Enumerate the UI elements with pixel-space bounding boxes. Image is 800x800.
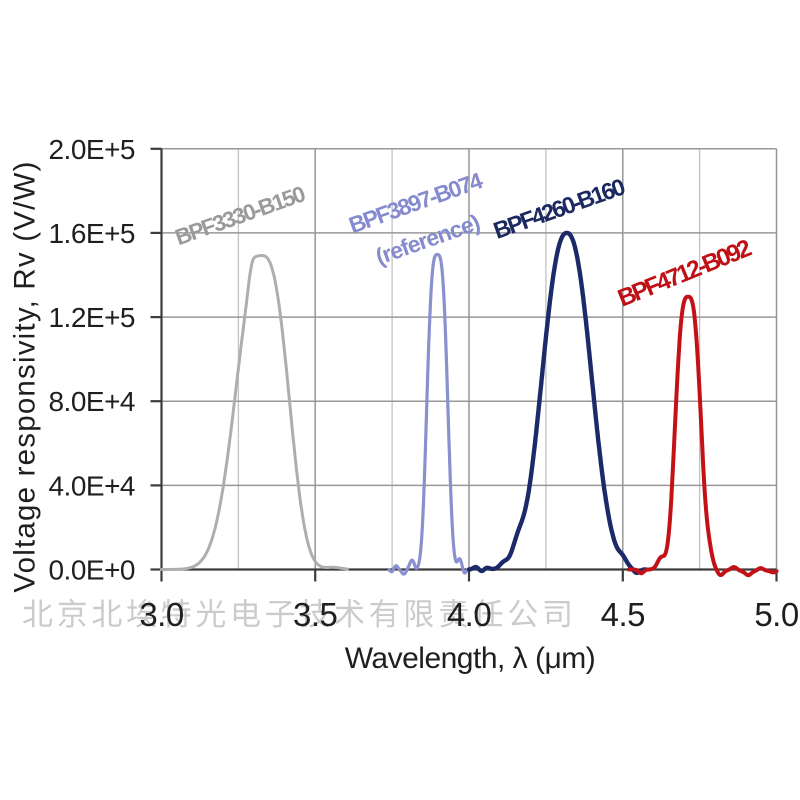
svg-text:2.0E+5: 2.0E+5 — [48, 134, 135, 165]
svg-text:Voltage responsivity, Rv (V/W): Voltage responsivity, Rv (V/W) — [9, 160, 42, 592]
svg-text:4.0E+4: 4.0E+4 — [48, 470, 135, 501]
svg-text:3.0: 3.0 — [139, 596, 184, 633]
svg-text:3.5: 3.5 — [293, 596, 337, 633]
svg-text:1.6E+5: 1.6E+5 — [48, 218, 135, 249]
svg-text:4.5: 4.5 — [601, 596, 645, 633]
svg-text:0.0E+0: 0.0E+0 — [48, 555, 135, 586]
svg-text:8.0E+4: 8.0E+4 — [48, 386, 135, 417]
svg-text:4.0: 4.0 — [447, 596, 492, 633]
svg-text:5.0: 5.0 — [754, 596, 799, 633]
svg-text:Wavelength, λ (μm): Wavelength, λ (μm) — [345, 642, 596, 675]
svg-text:1.2E+5: 1.2E+5 — [48, 302, 135, 333]
